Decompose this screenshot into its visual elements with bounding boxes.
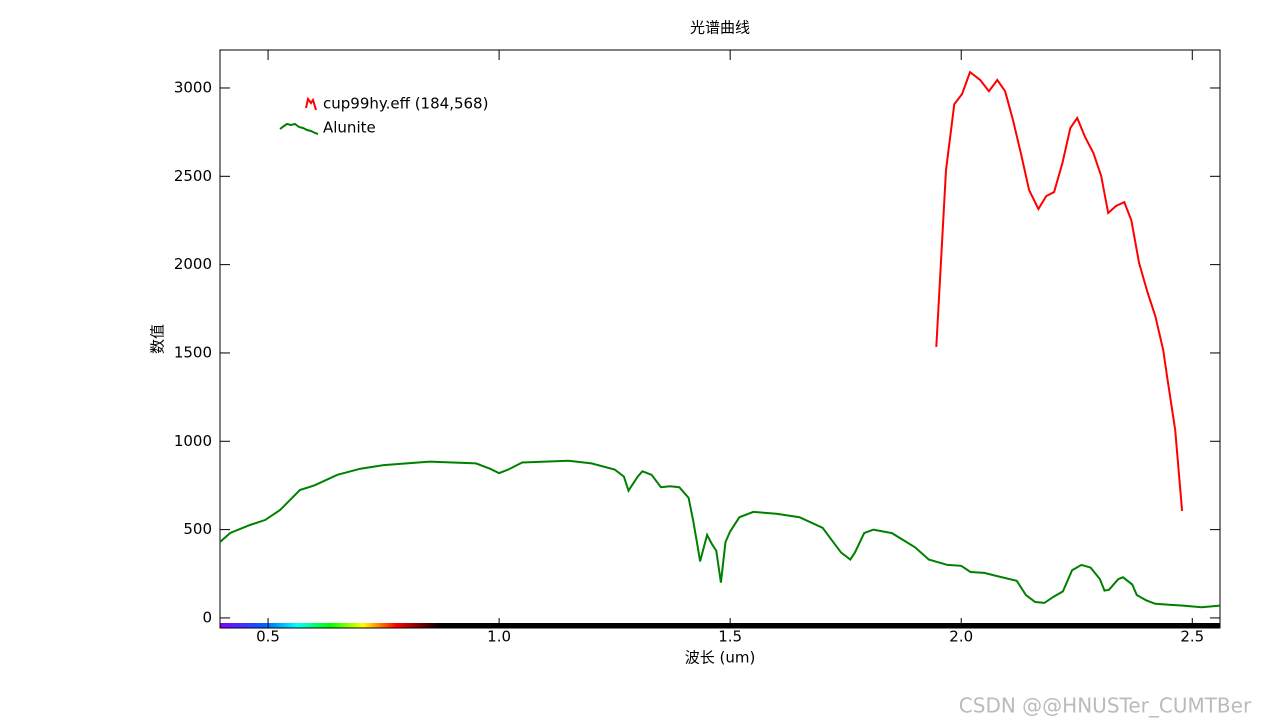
watermark: CSDN @@HNUSTer_CUMTBer [959,694,1252,718]
legend-icon [279,122,319,135]
y-tick-label: 1500 [174,343,212,361]
x-tick-label: 2.0 [949,628,973,646]
x-tick-label: 0.5 [256,628,280,646]
spectrum-bar-tail [440,623,1220,628]
y-tick-label: 0 [202,608,212,626]
y-tick-label: 2000 [174,255,212,273]
series-line [935,70,1184,511]
spectrum-bar [220,623,440,628]
y-axis-label: 数值 [149,324,167,354]
y-tick-label: 500 [183,520,212,538]
legend-icon [305,96,317,111]
y-tick-label: 3000 [174,78,212,96]
y-tick-label: 1000 [174,432,212,450]
plot-frame [219,49,1221,629]
series-line [219,459,1221,609]
x-tick-label: 1.5 [718,628,742,646]
x-tick-label: 2.5 [1180,628,1204,646]
legend-label: cup99hy.eff (184,568) [323,95,488,113]
legend-label: Alunite [323,119,376,137]
y-tick-label: 2500 [174,167,212,185]
chart-title: 光谱曲线 [690,19,750,37]
x-tick-label: 1.0 [487,628,511,646]
x-axis-label: 波长 (um) [685,649,756,667]
